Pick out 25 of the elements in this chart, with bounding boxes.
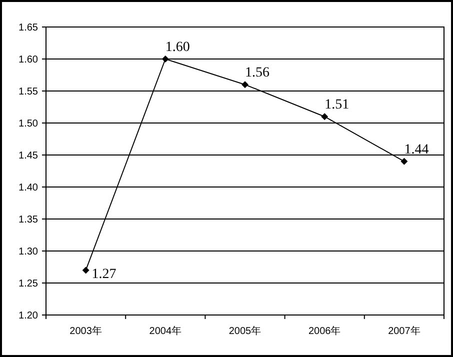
data-label: 1.56 <box>245 66 270 81</box>
y-tick-label: 1.45 <box>18 150 38 162</box>
y-tick-label: 1.55 <box>18 86 38 98</box>
x-tick-label: 2003年 <box>70 325 102 337</box>
x-tick-label: 2005年 <box>228 325 262 337</box>
point <box>162 56 169 62</box>
x-tick-label: 2004年 <box>149 325 182 337</box>
y-tick-label: 1.50 <box>18 118 38 130</box>
data-label: 1.60 <box>165 40 190 55</box>
point <box>242 81 248 88</box>
y-tick-label: 1.40 <box>18 182 38 194</box>
x-tick-label: 2006年 <box>308 325 341 337</box>
data-label: 1.27 <box>92 267 116 282</box>
y-tick-label: 1.25 <box>18 278 38 290</box>
point <box>400 158 408 165</box>
y-tick-label: 1.20 <box>18 310 38 322</box>
y-tick-label: 1.35 <box>18 214 38 226</box>
data-label: 1.44 <box>404 142 429 158</box>
x-tick-label: 2007年 <box>388 325 420 337</box>
y-tick-label: 1.60 <box>18 54 38 66</box>
y-tick-label: 1.65 <box>18 22 38 34</box>
point <box>321 113 328 120</box>
y-tick-label: 1.30 <box>18 246 38 258</box>
data-label: 1.51 <box>324 98 350 113</box>
point <box>82 266 90 274</box>
